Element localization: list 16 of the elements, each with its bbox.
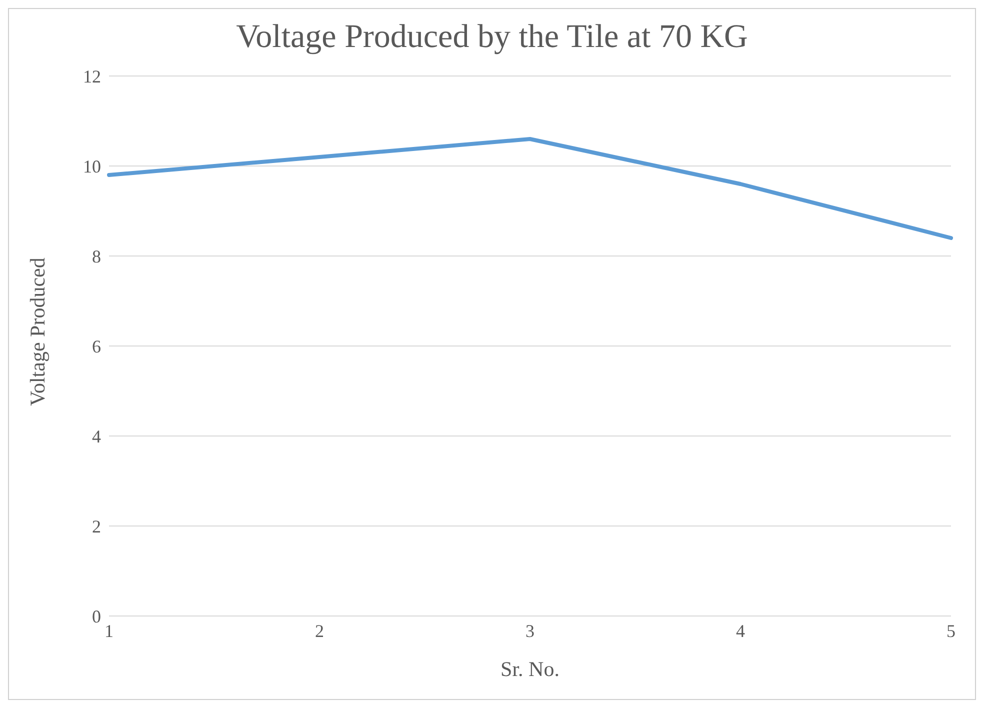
y-tick-label: 4 <box>92 426 101 446</box>
x-tick-label: 5 <box>946 620 956 641</box>
x-tick-label: 4 <box>736 620 745 641</box>
y-tick-label: 12 <box>83 66 101 86</box>
line-series <box>107 137 953 240</box>
y-tick-label: 0 <box>92 606 101 626</box>
y-tick-label: 8 <box>92 246 101 266</box>
y-tick-label: 6 <box>92 336 101 356</box>
y-tick-label: 10 <box>83 156 101 176</box>
x-tick-label: 2 <box>315 620 324 641</box>
y-axis-title: Voltage Produced <box>25 257 50 406</box>
y-tick-label: 2 <box>92 516 101 536</box>
x-tick-label: 1 <box>104 620 114 641</box>
chart-title: Voltage Produced by the Tile at 70 KG <box>235 19 749 56</box>
x-axis-title: Sr. No. <box>500 657 560 681</box>
x-tick-label: 3 <box>526 620 534 641</box>
